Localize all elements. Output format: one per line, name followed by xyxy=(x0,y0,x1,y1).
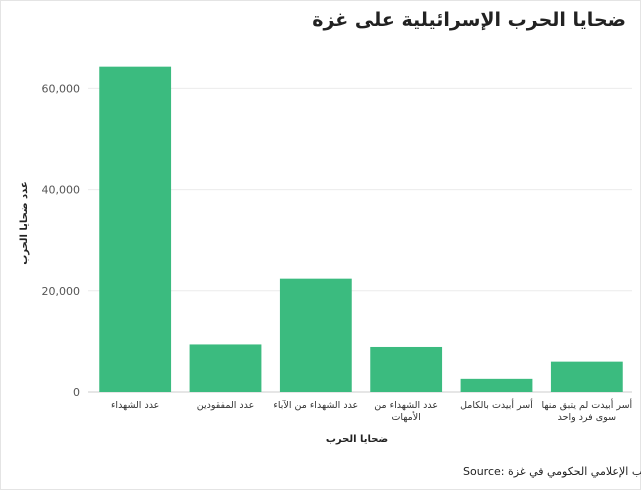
y-tick-label: 20,000 xyxy=(42,285,81,298)
source-note: Source: المكتب الإعلامي الحكومي في غزة xyxy=(463,465,641,478)
x-category-label: سوى فرد واحد xyxy=(558,412,616,423)
x-category-label: أسر أبيدت بالكامل xyxy=(460,398,533,411)
bars xyxy=(99,66,623,392)
x-category-label: عدد المفقودين xyxy=(197,400,255,411)
y-tick-label: 60,000 xyxy=(42,82,81,95)
y-tick-label: 0 xyxy=(73,386,80,399)
x-category-label: عدد الشهداء من الآباء xyxy=(273,399,358,411)
x-axis-labels: عدد الشهداء عدد المفقودين عدد الشهداء من ا… xyxy=(111,398,633,423)
x-category-label: أسر أبيدت لم يتبق منها xyxy=(541,398,632,411)
y-tick-label: 40,000 xyxy=(42,184,81,197)
y-axis-title: عدد ضحايا الحرب xyxy=(19,181,30,265)
x-category-label: عدد الشهداء xyxy=(111,400,159,411)
bar[interactable] xyxy=(370,346,443,392)
gridlines xyxy=(88,87,632,393)
chart-title: ضحايا الحرب الإسرائيلية على غزة xyxy=(312,9,626,31)
bar[interactable] xyxy=(550,361,623,392)
bar[interactable] xyxy=(99,66,172,392)
x-axis-title: ضحايا الحرب xyxy=(326,434,388,445)
x-category-label: الأمهات xyxy=(391,411,420,423)
bar[interactable] xyxy=(279,278,352,392)
y-axis-ticks: 0 20,000 40,000 60,000 xyxy=(42,82,81,399)
bar[interactable] xyxy=(189,344,262,392)
x-category-label: عدد الشهداء من xyxy=(374,400,438,411)
bar[interactable] xyxy=(460,378,533,392)
